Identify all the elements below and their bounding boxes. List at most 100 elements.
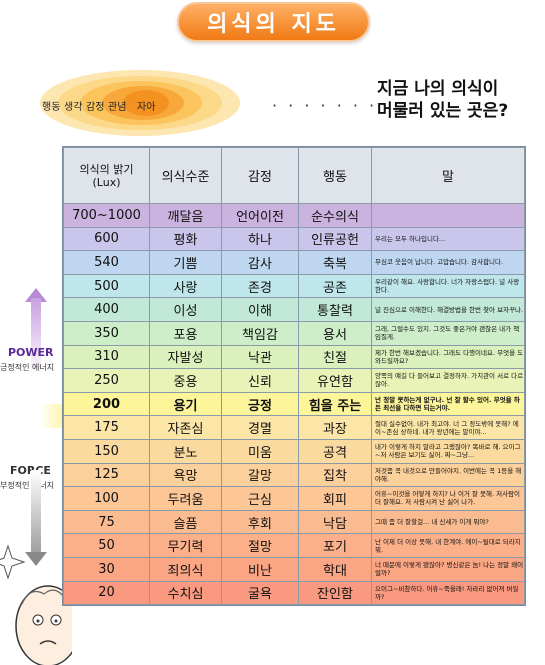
row-lux: 500 — [63, 273, 150, 299]
row-lux: 250 — [63, 368, 150, 393]
table-row: 700~1000 깨달음 언어이전 순수의식 — [63, 203, 525, 228]
row-emotion: 갈망 — [221, 462, 299, 488]
row-action: 축복 — [298, 250, 372, 275]
row-emotion: 긍정 — [221, 391, 299, 417]
row-action: 인류공헌 — [298, 226, 372, 252]
consciousness-table: 의식의 밝기 (Lux) 의식수준 감정 행동 말 700~1000 깨달음 언어이… — [62, 146, 526, 607]
row-speech: 우리는 모두 하나입니다... — [371, 226, 525, 252]
question-text: 지금 나의 의식이 머물러 있는 곳은? — [377, 78, 508, 122]
row-action: 힘을 주는 — [298, 391, 372, 417]
question-line-1: 지금 나의 의식이 — [377, 79, 499, 99]
row-level: 수치심 — [149, 580, 222, 606]
row-lux: 50 — [63, 533, 150, 558]
row-speech: 으이그~비참하다. 어휴~죽을래! 차라리 없어져 버릴까? — [371, 580, 525, 606]
row-speech: 난 이제 더 이상 못해. 내 한계야. 에이~될대로 되라지 뭐. — [371, 533, 525, 558]
row-level: 용기 — [149, 391, 222, 417]
row-level: 이성 — [149, 297, 222, 322]
row-level: 욕망 — [149, 462, 222, 488]
table-row: 100 두려움 근심 회피 어휴~이것을 어떻게 하지? 나 이거 잘 못해. 저사람이… — [63, 486, 525, 511]
row-action: 과장 — [298, 415, 372, 440]
row-level: 자발성 — [149, 344, 222, 370]
row-speech: 절대 실수없어. 내가 최고야. 너 그 정도밖에 못해? 에이~존심 상하네.… — [371, 415, 525, 440]
row-level: 두려움 — [149, 486, 222, 511]
table-row: 600 평화 하나 인류공헌 우리는 모두 하나입니다... — [63, 226, 525, 252]
row-level: 중용 — [149, 368, 222, 393]
ring-label-self: 자아 — [137, 102, 156, 113]
row-action: 포기 — [298, 533, 372, 558]
header-level: 의식수준 — [149, 147, 222, 204]
row-emotion: 책임감 — [221, 320, 299, 346]
row-action: 용서 — [298, 320, 372, 346]
arrow-down-icon — [25, 552, 47, 566]
row-level: 분노 — [149, 438, 222, 464]
question-line-2: 머물러 있는 곳은? — [377, 101, 509, 121]
table-row: 125 욕망 갈망 집착 저것좀 꼭 내것으로 만들어야지. 이번에는 꼭 1등을 해야… — [63, 462, 525, 488]
row-lux: 100 — [63, 486, 150, 511]
row-level: 죄의식 — [149, 556, 222, 582]
force-sublabel: 부정적인 에너지 — [0, 481, 55, 490]
dotted-connector: · · · · · · · — [272, 96, 378, 115]
row-lux: 75 — [63, 509, 150, 535]
table-row: 540 기쁨 감사 축복 무심코 웃음이 납니다. 고맙습니다. 감사합니다. — [63, 250, 525, 275]
row-lux: 175 — [63, 415, 150, 440]
table-row: 310 자발성 낙관 친절 제가 한번 해보겠습니다. 그래도 다행이네요. 무엇을 도… — [63, 344, 525, 370]
row-action: 공존 — [298, 273, 372, 299]
row-action: 학대 — [298, 556, 372, 582]
table-row: 175 자존심 경멸 과장 절대 실수없어. 내가 최고야. 너 그 정도밖에 못해? … — [63, 415, 525, 440]
table-row: 200 용기 긍정 힘을 주는 넌 정말 못하는게 없구나. 넌 잘 할수 있어. 무엇… — [63, 391, 525, 417]
row-lux: 310 — [63, 344, 150, 370]
row-speech: 저것좀 꼭 내것으로 만들어야지. 이번에는 꼭 1등을 해야해. — [371, 462, 525, 488]
row-level: 무기력 — [149, 533, 222, 558]
row-speech: 그때 좀 더 잘할걸... 내 신세가 이게 뭐야? — [371, 509, 525, 535]
row-level: 포용 — [149, 320, 222, 346]
table-header-row: 의식의 밝기 (Lux) 의식수준 감정 행동 말 — [63, 147, 525, 204]
row-lux: 350 — [63, 320, 150, 346]
row-level: 슬픔 — [149, 509, 222, 535]
row-lux: 400 — [63, 297, 150, 322]
arrow-up-icon — [25, 288, 47, 302]
row-emotion: 굴욕 — [221, 580, 299, 606]
row-lux: 30 — [63, 556, 150, 582]
row-emotion: 이해 — [221, 297, 299, 322]
row-level: 사랑 — [149, 273, 222, 299]
row-speech: 내가 이렇게 하지 말라고 그랬잖아? 똑바로 해. 으이그~저 사람은 보기도… — [371, 438, 525, 464]
row-speech: 넌 정말 못하는게 없구나. 넌 잘 할수 있어. 무엇을 하든 최선을 다하면… — [371, 391, 525, 417]
row-level: 깨달음 — [149, 203, 222, 228]
row-lux: 20 — [63, 580, 150, 606]
row-action: 순수의식 — [298, 203, 372, 228]
consciousness-rings: 행동 생각 감정 관념 자아 — [40, 70, 240, 136]
table-row: 250 중용 신뢰 유연함 양쪽의 얘길 다 들어보고 결정하자. 가치관이 서로 다르… — [63, 368, 525, 393]
table-row: 500 사랑 존경 공존 우리같이 해요. 사랑합니다. 너가 자랑스럽다. 널 사랑한… — [63, 273, 525, 299]
row-action: 유연함 — [298, 368, 372, 393]
row-speech: 어휴~이것을 어떻게 하지? 나 이거 잘 못해. 저사람이 더 잘해요. 저 … — [371, 486, 525, 511]
row-action: 통찰력 — [298, 297, 372, 322]
row-speech: 제가 한번 해보겠습니다. 그래도 다행이네요. 무엇을 도와드릴까요? — [371, 344, 525, 370]
row-speech: 우리같이 해요. 사랑합니다. 너가 자랑스럽다. 널 사랑한다. — [371, 273, 525, 299]
neutral-marker — [40, 404, 65, 428]
ring-label-thought: 생각 — [64, 102, 83, 113]
row-speech: 너 때문에 이렇게 됐잖아? 병신같은 놈! 나는 정말 왜이럴까? — [371, 556, 525, 582]
ring-label-action: 행동 — [42, 102, 61, 113]
row-speech: 그래, 그럴수도 있지. 그것도 좋은거야 괜찮은 내가 책임질게. — [371, 320, 525, 346]
row-speech: 널 진심으로 이해한다. 해결방법을 한번 찾아 보자꾸나. — [371, 297, 525, 322]
row-emotion: 신뢰 — [221, 368, 299, 393]
power-label: POWER — [8, 346, 54, 359]
row-speech: 무심코 웃음이 납니다. 고맙습니다. 감사합니다. — [371, 250, 525, 275]
row-emotion: 감사 — [221, 250, 299, 275]
table-row: 150 분노 미움 공격 내가 이렇게 하지 말라고 그랬잖아? 똑바로 해. 으이그~… — [63, 438, 525, 464]
table-row: 400 이성 이해 통찰력 널 진심으로 이해한다. 해결방법을 한번 찾아 보자꾸나. — [63, 297, 525, 322]
row-speech: 양쪽의 얘길 다 들어보고 결정하자. 가치관이 서로 다르잖아. — [371, 368, 525, 393]
header-lux: 의식의 밝기 (Lux) — [63, 147, 150, 204]
table-row: 50 무기력 절망 포기 난 이제 더 이상 못해. 내 한계야. 에이~될대로 되라지… — [63, 533, 525, 558]
row-lux: 600 — [63, 226, 150, 252]
row-action: 잔인함 — [298, 580, 372, 606]
row-emotion: 존경 — [221, 273, 299, 299]
row-emotion: 언어이전 — [221, 203, 299, 228]
row-action: 집착 — [298, 462, 372, 488]
header-lux-unit: (Lux) — [92, 175, 121, 189]
header-lux-label: 의식의 밝기 — [79, 162, 134, 176]
row-emotion: 하나 — [221, 226, 299, 252]
row-emotion: 미움 — [221, 438, 299, 464]
ring-label-concept: 관념 — [108, 102, 127, 113]
row-emotion: 비난 — [221, 556, 299, 582]
